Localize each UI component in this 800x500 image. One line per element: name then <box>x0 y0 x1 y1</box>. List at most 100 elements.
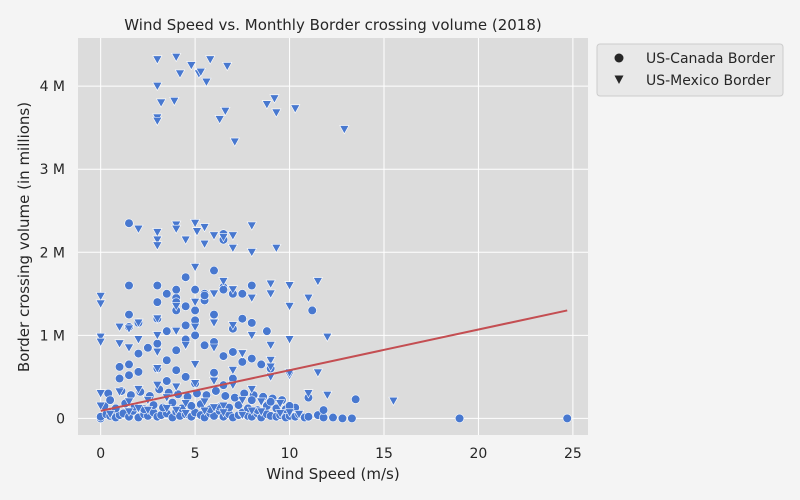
canada-point <box>190 305 200 316</box>
mexico-point <box>312 277 324 287</box>
x-axis-ticks: 0 5 10 15 20 25 <box>96 446 582 462</box>
canada-point <box>133 349 144 359</box>
canada-point <box>209 368 219 378</box>
canada-point <box>124 280 134 291</box>
mexico-point <box>218 277 229 287</box>
canada-point <box>303 412 314 422</box>
mexico-point <box>171 405 182 416</box>
canada-point <box>181 272 191 282</box>
mexico-point <box>152 235 163 245</box>
canada-point <box>237 289 247 299</box>
y-tick-label: 4 M <box>40 79 65 95</box>
canada-point <box>237 314 247 324</box>
mexico-point <box>218 233 229 243</box>
mexico-point <box>152 364 163 374</box>
mexico-point <box>180 341 191 351</box>
canada-point <box>233 400 244 410</box>
mexico-point <box>265 341 276 351</box>
mexico-point <box>265 362 276 372</box>
canada-point <box>181 320 191 330</box>
mexico-point <box>95 332 106 343</box>
mexico-point <box>189 263 201 273</box>
x-tick-label: 5 <box>191 446 200 462</box>
mexico-point <box>237 410 248 421</box>
mexico-point <box>174 69 186 79</box>
mexico-point <box>152 381 163 391</box>
mexico-point <box>322 332 333 343</box>
mexico-point <box>322 391 333 401</box>
mexico-point <box>171 53 182 63</box>
mexico-point <box>312 368 324 378</box>
canada-point <box>247 395 257 405</box>
canada-point <box>266 397 276 407</box>
mexico-point <box>104 410 116 420</box>
mexico-point <box>95 389 106 399</box>
y-tick-label: 0 <box>56 411 65 427</box>
mexico-point <box>186 61 197 71</box>
mexico-point <box>152 347 163 357</box>
mexico-point <box>284 335 295 345</box>
mexico-point <box>246 248 257 258</box>
mexico-point <box>199 239 210 249</box>
mexico-point <box>265 289 276 299</box>
mexico-point <box>123 324 135 334</box>
mexico-point <box>133 335 144 345</box>
canada-point <box>237 357 247 367</box>
mexico-point <box>265 356 276 366</box>
mexico-point <box>114 339 125 349</box>
canada-point <box>218 285 229 295</box>
canada-point <box>124 218 134 228</box>
mexico-point <box>227 231 239 241</box>
mexico-point <box>152 314 163 324</box>
canada-point <box>124 359 134 370</box>
x-tick-label: 25 <box>564 446 582 462</box>
mexico-point <box>246 406 257 416</box>
mexico-point <box>222 62 233 72</box>
triangle-down-marker-icon <box>614 75 624 84</box>
x-tick-label: 10 <box>281 446 299 462</box>
canada-point <box>162 376 172 386</box>
canada-point <box>337 413 348 423</box>
mexico-point <box>229 137 240 147</box>
mexico-point <box>271 244 282 254</box>
mexico-point <box>133 404 144 414</box>
canada-point <box>124 309 134 320</box>
legend-label-mexico: US-Mexico Border <box>646 73 771 89</box>
canada-point <box>209 309 219 320</box>
canada-point <box>152 297 162 307</box>
mexico-point <box>180 399 191 409</box>
mexico-point <box>246 221 257 231</box>
canada-point <box>247 353 257 364</box>
mexico-point <box>95 401 106 411</box>
mexico-point <box>199 406 210 416</box>
y-axis-title: Border crossing volume (in millions) <box>15 102 33 372</box>
x-tick-label: 0 <box>96 446 105 462</box>
mexico-point <box>208 403 220 413</box>
canada-point <box>171 345 181 355</box>
canada-point <box>454 413 465 423</box>
mexico-point <box>152 331 163 341</box>
mexico-point <box>133 318 144 328</box>
legend-label-canada: US-Canada Border <box>646 51 775 67</box>
canada-point <box>171 285 181 295</box>
y-tick-label: 1 M <box>40 328 65 344</box>
mexico-point <box>227 244 239 254</box>
canada-point <box>347 413 357 423</box>
mexico-point <box>189 219 201 229</box>
mexico-point <box>189 360 201 370</box>
mexico-point <box>290 104 301 114</box>
mexico-point <box>152 116 163 127</box>
canada-point <box>171 365 181 375</box>
mexico-point <box>218 401 229 411</box>
mexico-point <box>256 397 267 407</box>
canada-point <box>114 373 125 384</box>
canada-point <box>328 412 338 423</box>
canada-point <box>318 405 329 415</box>
mexico-point <box>237 396 248 406</box>
mexico-point <box>246 385 257 395</box>
mexico-point <box>95 337 106 347</box>
mexico-point <box>339 125 350 135</box>
mexico-point <box>142 405 154 416</box>
mexico-point <box>171 224 182 235</box>
